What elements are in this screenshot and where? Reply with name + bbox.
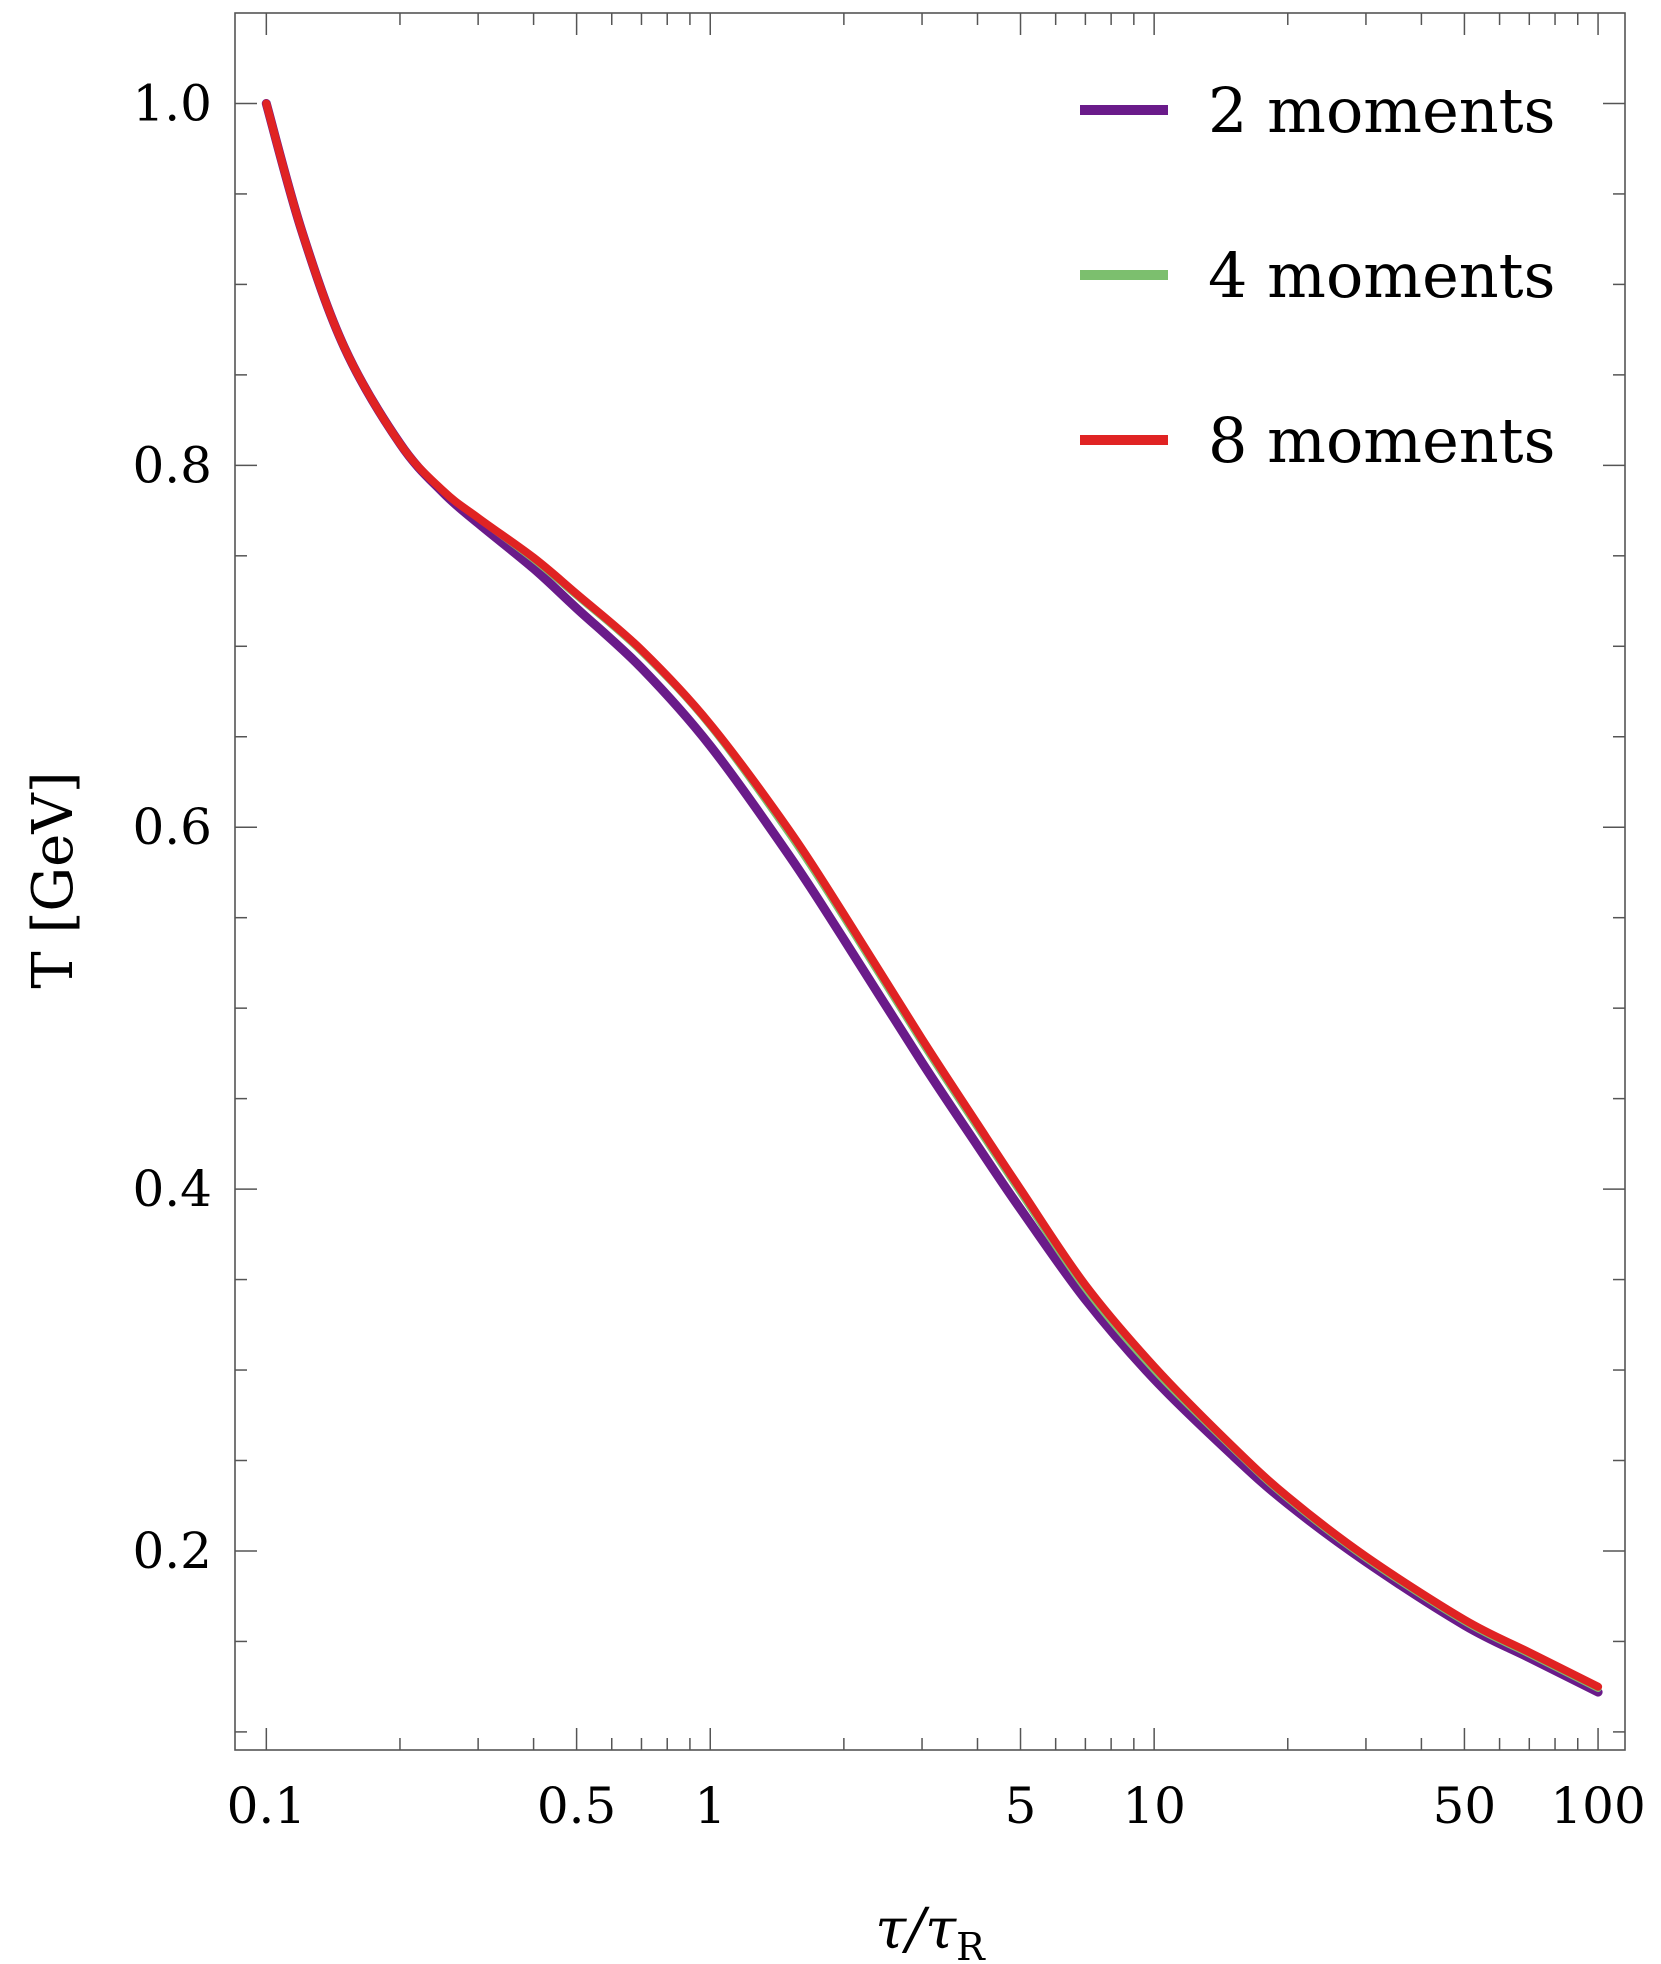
x-tick-label: 0.5 (537, 1777, 617, 1835)
x-tick-label: 0.1 (227, 1777, 307, 1835)
x-tick-label: 1 (694, 1777, 726, 1835)
x-tick-label: 10 (1122, 1777, 1186, 1835)
series-line-3 (262, 99, 1603, 1691)
x-tick-label: 50 (1433, 1777, 1497, 1835)
series-line-1 (261, 99, 1603, 1697)
y-tick-label: 0.6 (132, 798, 212, 856)
x-tick-label: 5 (1005, 1777, 1037, 1835)
plot-frame (234, 12, 1626, 1751)
series-line-2 (262, 100, 1602, 1692)
legend: 2 moments 4 moments 8 moments (1080, 74, 1555, 477)
axis-tick-labels: 0.1 0.5 1 5 10 50 100 0.2 0.4 0.6 0.8 1.0 (132, 74, 1645, 1835)
x-axis-title: τ/τR (875, 1897, 986, 1964)
legend-label-1: 2 moments (1208, 74, 1555, 147)
y-tick-label: 1.0 (132, 74, 212, 132)
y-tick-label: 0.4 (132, 1160, 212, 1218)
y-axis-title: T [GeV] (21, 771, 86, 988)
y-tick-label: 0.2 (132, 1522, 212, 1580)
legend-label-2: 4 moments (1208, 239, 1555, 312)
y-tick-label: 0.8 (132, 436, 212, 494)
series-lines (261, 99, 1603, 1697)
axis-ticks (235, 13, 1625, 1750)
x-tick-label: 100 (1550, 1777, 1645, 1835)
legend-label-3: 8 moments (1208, 404, 1555, 477)
